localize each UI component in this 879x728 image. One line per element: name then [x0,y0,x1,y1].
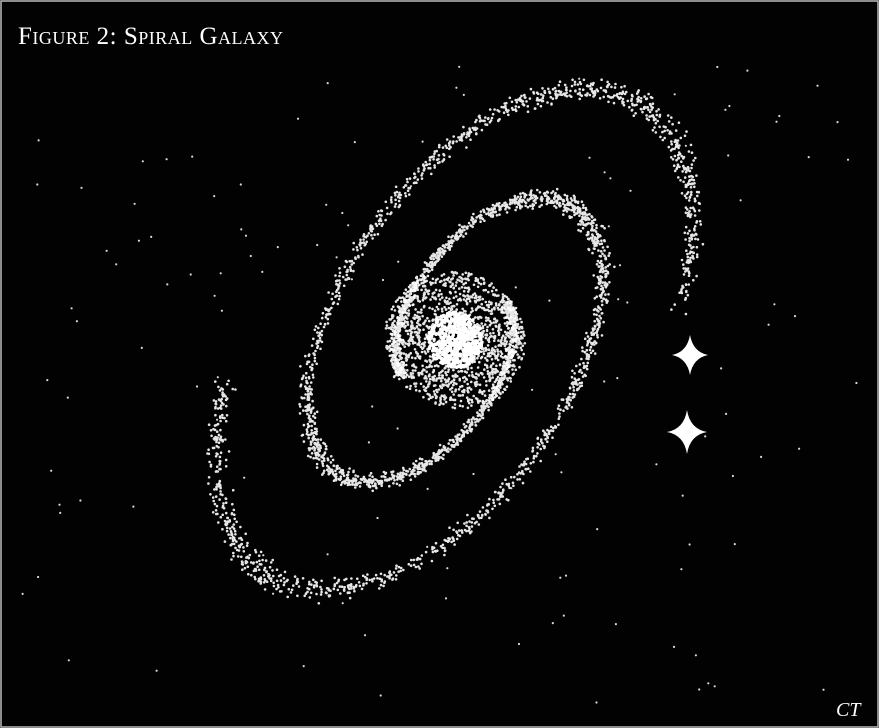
page: Figure 2: Spiral Galaxy CT (() => { cons… [0,0,879,728]
signature: CT [836,699,862,721]
title: Figure 2: Spiral Galaxy [18,23,284,50]
background [0,0,879,728]
illustration: Figure 2: Spiral Galaxy CT [0,0,879,728]
galaxy-nucleus [427,312,482,367]
